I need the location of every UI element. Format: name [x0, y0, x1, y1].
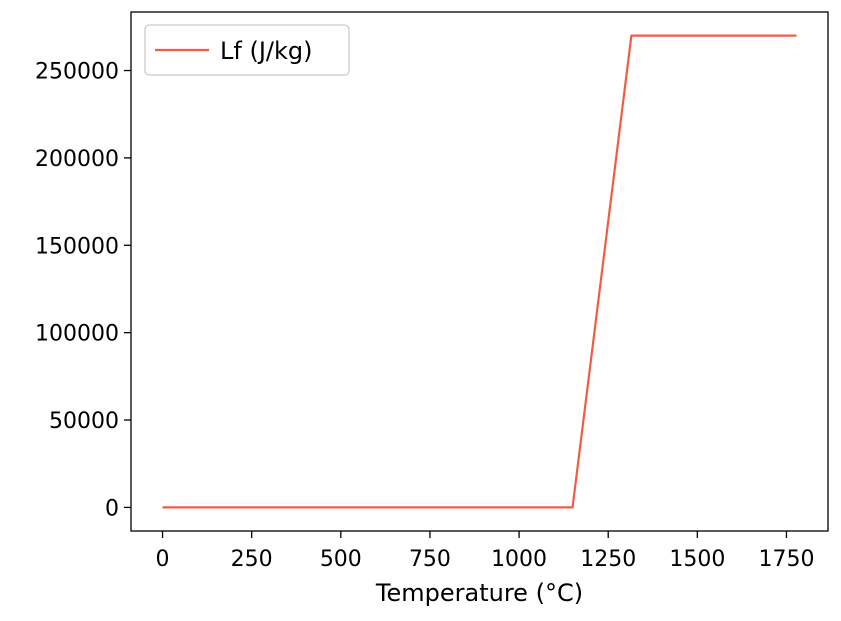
- y-tick-label: 150000: [35, 234, 119, 259]
- y-tick-label: 50000: [49, 409, 119, 434]
- y-tick-label: 250000: [35, 60, 119, 85]
- y-tick-label: 100000: [35, 322, 119, 347]
- x-tick-label: 1750: [758, 547, 814, 572]
- x-tick-label: 250: [231, 547, 273, 572]
- legend-box: [144, 24, 350, 76]
- plot-frame: [130, 11, 829, 532]
- x-tick-label: 1000: [491, 547, 547, 572]
- x-tick-label: 750: [409, 547, 451, 572]
- data-layer: [162, 34, 797, 509]
- x-tick-label: 500: [320, 547, 362, 572]
- y-tick-label: 200000: [35, 147, 119, 172]
- legend-label: Lf (J/kg): [220, 37, 312, 65]
- x-axis-ticks: 0 250 500 750 1000 1250 1500 1750: [156, 531, 814, 572]
- x-tick-label: 1250: [580, 547, 636, 572]
- legend: Lf (J/kg): [144, 24, 350, 76]
- x-axis-label: Temperature (°C): [375, 579, 583, 607]
- x-tick-label: 1500: [669, 547, 725, 572]
- plot-background: [131, 12, 828, 531]
- series-line: [162, 34, 797, 509]
- y-axis-ticks: 0 50000 100000 150000 200000 250000: [35, 60, 131, 521]
- x-tick-label: 0: [156, 547, 170, 572]
- y-tick-label: 0: [105, 496, 119, 521]
